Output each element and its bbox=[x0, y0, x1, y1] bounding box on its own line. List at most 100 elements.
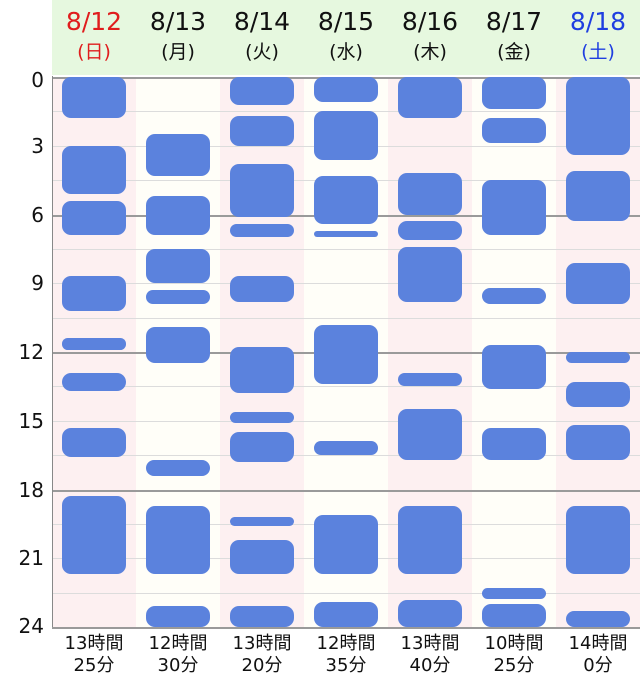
sleep-block bbox=[314, 77, 378, 103]
sleep-block bbox=[230, 223, 294, 238]
gridline-major bbox=[52, 627, 640, 629]
total-hours: 12時間 bbox=[148, 633, 208, 654]
day-of-week: (土) bbox=[581, 41, 615, 63]
total-hours: 12時間 bbox=[316, 633, 376, 654]
sleep-block bbox=[566, 77, 630, 155]
day-date: 8/15 bbox=[317, 7, 375, 36]
y-tick-label: 18 bbox=[18, 477, 44, 502]
sleep-block bbox=[398, 599, 462, 627]
sleep-block bbox=[62, 145, 126, 194]
sleep-block bbox=[146, 248, 210, 284]
daily-total: 10時間 25分 bbox=[472, 633, 556, 677]
sleep-block bbox=[314, 175, 378, 224]
sleep-block bbox=[566, 262, 630, 304]
sleep-block bbox=[566, 505, 630, 575]
sleep-block bbox=[482, 345, 546, 389]
total-minutes: 40分 bbox=[409, 655, 451, 676]
y-tick-label: 6 bbox=[31, 202, 44, 227]
sleep-block bbox=[482, 588, 546, 600]
day-of-week: (水) bbox=[329, 41, 363, 63]
gridline-minor bbox=[52, 318, 640, 319]
sleep-block bbox=[62, 276, 126, 311]
sleep-block bbox=[230, 432, 294, 462]
sleep-block bbox=[482, 180, 546, 236]
total-minutes: 0分 bbox=[583, 655, 613, 676]
sleep-block bbox=[482, 427, 546, 460]
sleep-block bbox=[482, 604, 546, 627]
sleep-block bbox=[482, 77, 546, 110]
sleep-block bbox=[398, 221, 462, 240]
y-tick-label: 15 bbox=[18, 408, 44, 433]
sleep-block bbox=[230, 606, 294, 627]
sleep-block bbox=[62, 200, 126, 236]
daily-total: 13時間 25分 bbox=[52, 633, 136, 677]
day-header: 8/12 (日) bbox=[52, 0, 136, 75]
sleep-block bbox=[398, 77, 462, 119]
daily-total: 13時間 40分 bbox=[388, 633, 472, 677]
sleep-block bbox=[62, 427, 126, 458]
sleep-block bbox=[230, 164, 294, 217]
day-header: 8/15 (水) bbox=[304, 0, 388, 75]
total-hours: 13時間 bbox=[400, 633, 460, 654]
sleep-block bbox=[62, 496, 126, 575]
daily-total: 12時間 30分 bbox=[136, 633, 220, 677]
sleep-block bbox=[566, 170, 630, 222]
day-header: 8/18 (土) bbox=[556, 0, 640, 75]
y-tick-label: 3 bbox=[31, 133, 44, 158]
sleep-block bbox=[230, 347, 294, 394]
gridline-minor bbox=[52, 386, 640, 387]
sleep-block bbox=[230, 539, 294, 575]
daily-total: 12時間 35分 bbox=[304, 633, 388, 677]
sleep-block bbox=[314, 230, 378, 238]
day-of-week: (火) bbox=[245, 41, 279, 63]
sleep-block bbox=[146, 505, 210, 575]
day-of-week: (日) bbox=[77, 41, 111, 63]
sleep-block bbox=[398, 505, 462, 575]
sleep-block bbox=[482, 287, 546, 304]
sleep-block bbox=[566, 381, 630, 407]
daily-total: 13時間 20分 bbox=[220, 633, 304, 677]
sleep-block bbox=[314, 111, 378, 160]
sleep-block bbox=[230, 115, 294, 146]
y-tick-label: 24 bbox=[18, 614, 44, 638]
gridline-minor bbox=[52, 421, 640, 422]
sleep-block bbox=[146, 606, 210, 627]
y-axis-line bbox=[52, 76, 53, 627]
gridline-major bbox=[52, 490, 640, 492]
sleep-block bbox=[314, 324, 378, 385]
day-of-week: (月) bbox=[161, 41, 195, 63]
sleep-block bbox=[62, 77, 126, 119]
sleep-block bbox=[146, 134, 210, 176]
sleep-block bbox=[482, 118, 546, 144]
total-hours: 13時間 bbox=[232, 633, 292, 654]
sleep-block bbox=[314, 514, 378, 575]
sleep-block bbox=[314, 601, 378, 627]
day-header: 8/13 (月) bbox=[136, 0, 220, 75]
total-minutes: 25分 bbox=[73, 655, 115, 676]
sleep-block bbox=[398, 409, 462, 460]
total-hours: 10時間 bbox=[484, 633, 544, 654]
sleep-block bbox=[230, 517, 294, 527]
header-background bbox=[52, 0, 640, 75]
total-minutes: 25分 bbox=[493, 655, 535, 676]
sleep-block bbox=[566, 352, 630, 364]
y-tick-label: 9 bbox=[31, 271, 44, 296]
total-minutes: 35分 bbox=[325, 655, 367, 676]
gridline-minor bbox=[52, 249, 640, 250]
sleep-block bbox=[146, 290, 210, 304]
sleep-block bbox=[146, 326, 210, 364]
y-tick-label: 0 bbox=[31, 68, 44, 92]
day-date: 8/17 bbox=[485, 7, 543, 36]
sleep-block bbox=[398, 246, 462, 302]
sleep-block bbox=[314, 441, 378, 456]
day-date: 8/16 bbox=[401, 7, 459, 36]
sleep-block bbox=[230, 77, 294, 105]
day-date: 8/12 bbox=[65, 7, 123, 36]
daily-total: 14時間 0分 bbox=[556, 633, 640, 677]
gridline-minor bbox=[52, 455, 640, 456]
total-minutes: 30分 bbox=[157, 655, 199, 676]
day-of-week: (金) bbox=[497, 41, 531, 63]
day-of-week: (木) bbox=[413, 41, 447, 63]
total-minutes: 20分 bbox=[241, 655, 283, 676]
y-tick-label: 12 bbox=[18, 340, 44, 364]
